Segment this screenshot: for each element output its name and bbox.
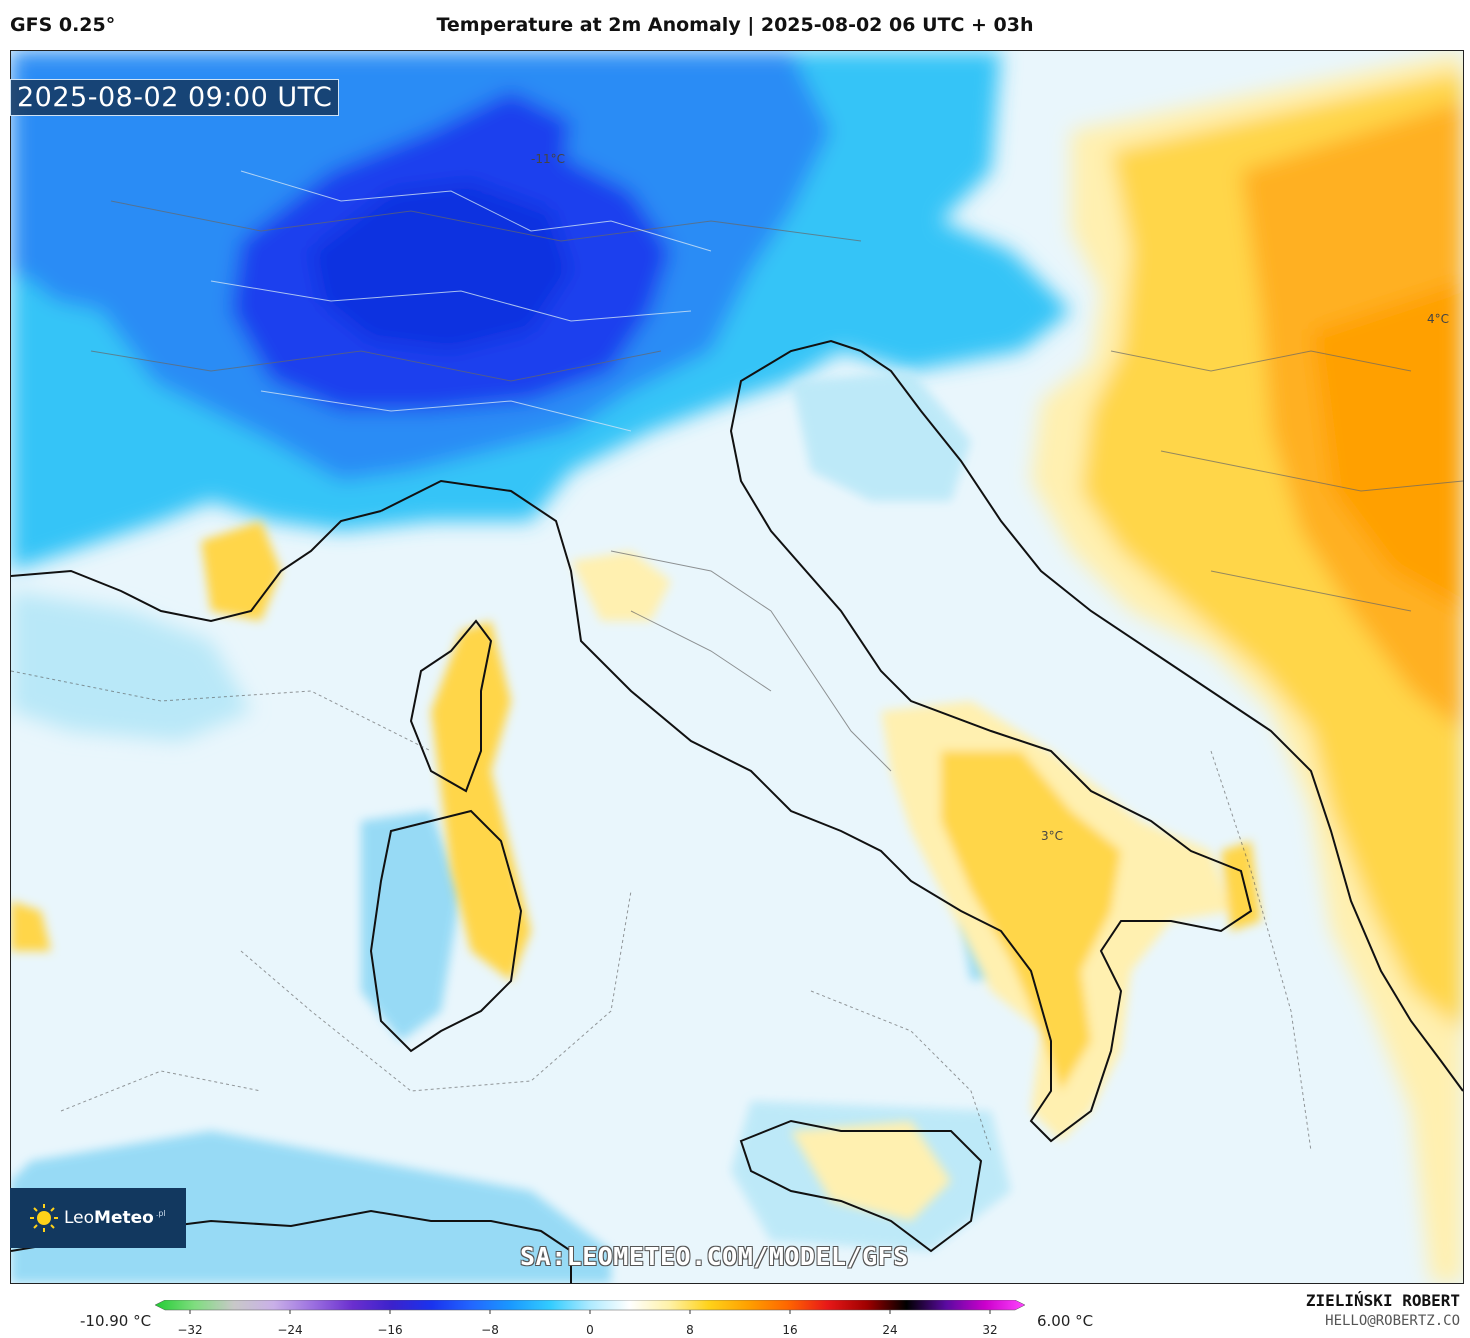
annot-south: 3°C: [1041, 829, 1063, 843]
author-email[interactable]: HELLO@ROBERTZ.CO: [1325, 1313, 1460, 1329]
colorbar-tick-label: −24: [277, 1323, 302, 1336]
colorbar: −32 −24 −16 −8 0 8 16 24 32: [155, 1300, 1026, 1336]
colorbar-max-label: 6.00 °C: [1037, 1312, 1094, 1330]
field-warm-east: [1031, 51, 1463, 1283]
valid-time-badge: 2025-08-02 09:00 UTC: [10, 79, 340, 116]
anomaly-map[interactable]: -11°C 4°C 3°C: [10, 50, 1464, 1284]
field-warm-south: [11, 521, 1261, 1221]
colorbar-tick-label: 32: [982, 1323, 997, 1336]
colorbar-tick-label: −8: [481, 1323, 499, 1336]
author-name: ZIELIŃSKI ROBERT: [1305, 1291, 1460, 1310]
coastlines: [11, 339, 1463, 1283]
leometeo-logo[interactable]: LeoMeteo .pl: [10, 1188, 186, 1248]
map-canvas: -11°C 4°C 3°C: [11, 51, 1463, 1283]
contours: [11, 670, 1312, 1152]
colorbar-tick-label: 24: [882, 1323, 897, 1336]
colorbar-tick-label: −16: [377, 1323, 402, 1336]
model-name: GFS 0.25°: [10, 14, 116, 36]
sun-icon: [30, 1204, 58, 1232]
annot-east: 4°C: [1427, 312, 1449, 326]
colorbar-tick-label: 16: [782, 1323, 797, 1336]
colorbar-min-label: -10.90 °C: [80, 1312, 152, 1330]
annot-min: -11°C: [531, 152, 565, 166]
admin-borders: [90, 200, 1463, 772]
colorbar-tick-label: 0: [586, 1323, 594, 1336]
admin-borders-light: [210, 170, 712, 432]
colorbar-tick-label: −32: [177, 1323, 202, 1336]
logo-text: LeoMeteo .pl: [64, 1208, 166, 1228]
chart-title: Temperature at 2m Anomaly | 2025-08-02 0…: [436, 14, 1034, 36]
source-watermark: SA:LEOMETEO.COM/MODEL/GFS: [520, 1242, 909, 1271]
colorbar-tick-label: 8: [686, 1323, 694, 1336]
